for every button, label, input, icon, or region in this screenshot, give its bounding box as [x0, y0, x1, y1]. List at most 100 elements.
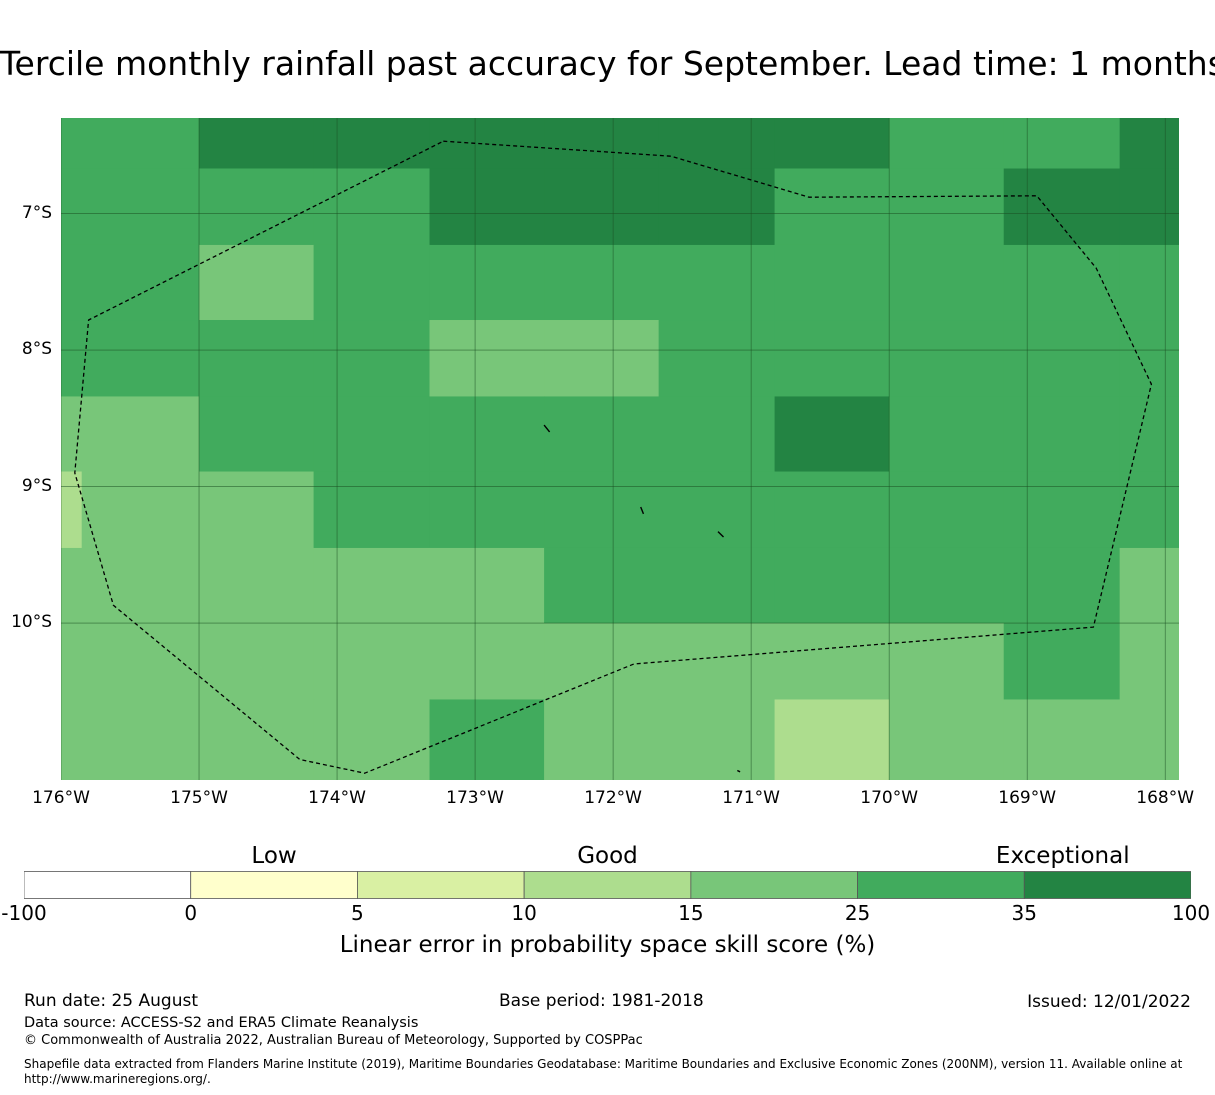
skill-cell	[889, 118, 1005, 170]
skill-cell	[544, 699, 660, 780]
skill-cell	[774, 547, 890, 624]
skill-cell	[1119, 471, 1179, 549]
latitude-tick-label: 9°S	[21, 475, 52, 496]
skill-cell	[61, 471, 82, 548]
island-outline	[640, 506, 645, 515]
skill-cell	[1003, 118, 1121, 170]
issued-date: Issued: 12/01/2022	[1027, 992, 1191, 1012]
skill-cell	[199, 244, 315, 321]
skill-cell	[658, 244, 776, 321]
skill-cell	[889, 168, 1005, 246]
skill-cell	[199, 320, 315, 398]
skill-cell	[429, 168, 545, 246]
skill-cell	[61, 244, 200, 321]
skill-cell	[1119, 699, 1179, 780]
skill-cell	[199, 396, 315, 473]
skill-cell	[199, 623, 315, 701]
latitude-tick-label: 10°S	[11, 612, 52, 633]
skill-cell	[544, 244, 660, 321]
colorbar-tick: 15	[678, 901, 704, 925]
skill-cell	[889, 547, 1005, 624]
eez-boundary	[74, 140, 1153, 774]
skill-cell	[774, 244, 890, 321]
skill-cell	[889, 244, 1005, 321]
skill-cell	[61, 168, 200, 246]
skill-cell	[429, 699, 545, 780]
skill-cell	[313, 320, 431, 398]
colorbar-tick: 0	[184, 901, 198, 925]
skill-cell	[313, 118, 431, 170]
colorbar-category-label: Low	[251, 843, 297, 869]
map-title: Tercile monthly rainfall past accuracy f…	[0, 44, 1215, 83]
skill-cell	[544, 623, 660, 701]
colorbar-segment	[24, 871, 192, 899]
skill-cell	[658, 168, 776, 246]
skill-cell	[199, 471, 315, 549]
skill-cell	[774, 699, 890, 780]
colorbar-segment	[357, 871, 525, 899]
skill-cell	[1003, 547, 1121, 624]
longitude-tick-label: 172°W	[584, 788, 642, 808]
colorbar-segment	[190, 871, 358, 899]
skill-cell	[313, 547, 431, 624]
skill-cell	[199, 547, 315, 624]
skill-cell	[658, 320, 776, 398]
skill-cell	[61, 320, 200, 398]
skill-cell	[313, 471, 431, 549]
skill-score-map	[61, 118, 1179, 780]
island-outline	[737, 769, 741, 773]
latitude-tick-label: 7°S	[21, 202, 52, 223]
skill-cell	[658, 699, 776, 780]
colorbar-segment	[857, 871, 1025, 899]
skill-cell	[429, 623, 545, 701]
colorbar-tick: 35	[1011, 901, 1038, 925]
skill-cell	[429, 244, 545, 321]
skill-cell	[199, 118, 315, 170]
shapefile-credit: Shapefile data extracted from Flanders M…	[24, 1057, 1183, 1071]
skill-cell	[199, 699, 315, 780]
skill-cell	[1119, 623, 1179, 701]
skill-cell	[889, 471, 1005, 549]
skill-cell	[1119, 168, 1179, 246]
skill-cell	[658, 118, 776, 170]
colorbar-caption: Linear error in probability space skill …	[339, 932, 876, 958]
longitude-tick-label: 171°W	[722, 788, 780, 808]
skill-cell	[313, 168, 431, 246]
skill-cell	[61, 396, 200, 473]
base-period: Base period: 1981-2018	[499, 991, 704, 1011]
skill-cell	[774, 168, 890, 246]
skill-cell	[544, 471, 660, 549]
skill-cell	[658, 547, 776, 624]
longitude-tick-label: 168°W	[1136, 788, 1195, 808]
shapefile-url: http://www.marineregions.org/.	[24, 1072, 211, 1086]
skill-cell	[544, 320, 660, 398]
skill-cell	[544, 168, 660, 246]
copyright-notice: © Commonwealth of Australia 2022, Austra…	[24, 1033, 643, 1048]
skill-cell	[1003, 396, 1121, 473]
skill-cell	[1003, 244, 1121, 321]
skill-cell	[889, 396, 1005, 473]
skill-cell	[658, 396, 776, 473]
skill-cell	[1119, 118, 1179, 170]
skill-cell	[313, 244, 431, 321]
skill-cell	[1003, 471, 1121, 549]
longitude-tick-label: 175°W	[170, 788, 228, 808]
skill-cell	[774, 118, 890, 170]
longitude-tick-label: 176°W	[32, 788, 90, 808]
skill-cell	[1003, 699, 1121, 780]
skill-cell	[313, 396, 431, 473]
skill-cell	[1003, 168, 1121, 246]
skill-cell	[544, 547, 660, 624]
skill-cell	[313, 623, 431, 701]
skill-cell	[774, 320, 890, 398]
skill-cell	[61, 471, 200, 549]
colorbar-tick: 100	[1171, 901, 1211, 925]
longitude-tick-label: 173°W	[446, 788, 504, 808]
skill-cell	[1119, 547, 1179, 624]
skill-cell	[429, 320, 545, 398]
latitude-tick-label: 8°S	[21, 339, 52, 360]
colorbar-tick: 10	[511, 901, 537, 925]
colorbar	[24, 871, 1191, 899]
colorbar-category-label: Good	[577, 843, 638, 869]
skill-cell	[544, 118, 660, 170]
